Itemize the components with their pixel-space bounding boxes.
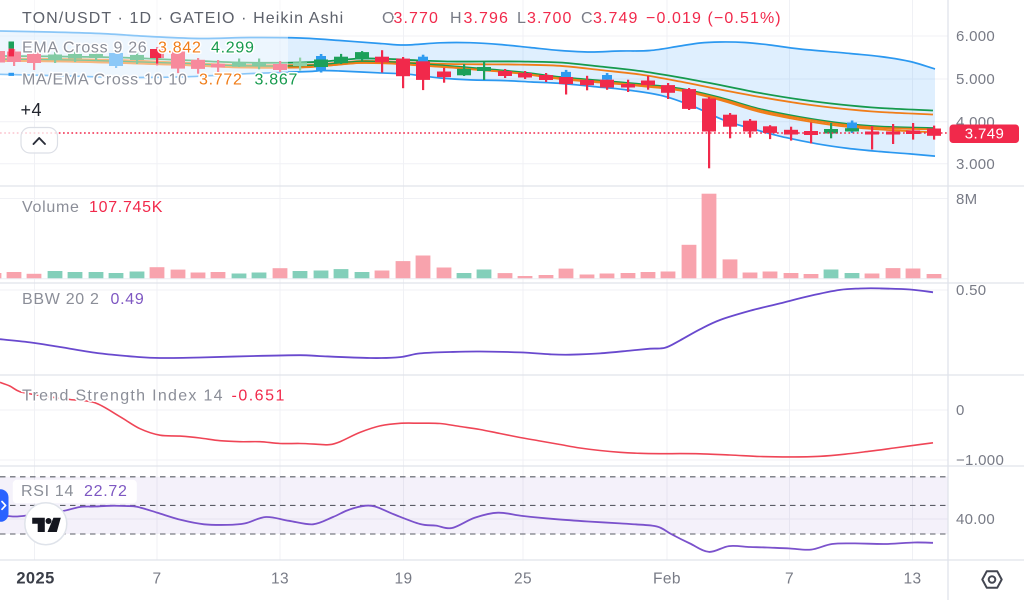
svg-text:25: 25 bbox=[514, 571, 532, 588]
svg-text:3.749: 3.749 bbox=[965, 126, 1005, 143]
svg-text:Trend Strength Index 14-0.651: Trend Strength Index 14 -0.651 bbox=[22, 388, 286, 405]
svg-text:+4: +4 bbox=[21, 100, 43, 120]
svg-text:0.50: 0.50 bbox=[956, 282, 986, 299]
svg-text:13: 13 bbox=[271, 571, 289, 588]
svg-text:13: 13 bbox=[903, 571, 921, 588]
svg-text:40.00: 40.00 bbox=[956, 511, 995, 528]
svg-text:6.000: 6.000 bbox=[956, 28, 995, 45]
svg-text:5.000: 5.000 bbox=[956, 71, 995, 88]
svg-text:8M: 8M bbox=[956, 191, 977, 208]
svg-text:TON/USDT · 1D · GATEIO · Heiki: TON/USDT · 1D · GATEIO · Heikin Ashi O3.7… bbox=[22, 10, 782, 27]
svg-text:19: 19 bbox=[394, 571, 412, 588]
svg-text:−1.000: −1.000 bbox=[956, 452, 1004, 469]
svg-text:2025: 2025 bbox=[16, 570, 54, 588]
svg-text:7: 7 bbox=[152, 571, 161, 588]
svg-text:7: 7 bbox=[785, 571, 794, 588]
svg-text:0: 0 bbox=[956, 402, 965, 419]
svg-text:3.000: 3.000 bbox=[956, 156, 995, 173]
svg-text:BBW 20 20.49: BBW 20 2 0.49 bbox=[22, 291, 144, 308]
svg-text:Feb: Feb bbox=[653, 571, 681, 588]
